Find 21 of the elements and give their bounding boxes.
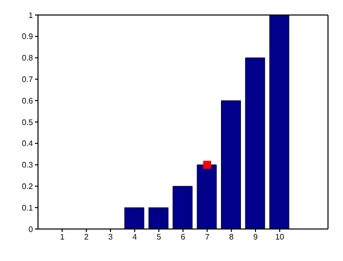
x-tick-label: 9	[253, 232, 258, 242]
x-tick-label: 3	[108, 232, 114, 242]
x-tick-label: 6	[180, 232, 186, 242]
x-tick-label: 2	[84, 232, 90, 242]
y-tick-label: 0.4	[22, 139, 34, 148]
y-tick-label: 0	[28, 224, 34, 234]
x-tick-label: 1	[60, 232, 65, 242]
x-tick-label: 4	[132, 232, 138, 242]
x-tick-label: 7	[204, 232, 210, 242]
y-tick-label: 0.1	[22, 203, 34, 212]
y-tick-label: 0.2	[22, 182, 34, 192]
y-tick-label: 0.6	[22, 96, 34, 106]
y-tick-label: 1	[28, 10, 34, 20]
y-tick-label: 0.7	[22, 75, 34, 84]
y-tick-label: 0.8	[22, 54, 34, 63]
y-tick-label: 0.5	[22, 118, 34, 127]
y-tick-label: 0.3	[22, 160, 34, 170]
x-tick-label: 5	[156, 232, 162, 242]
y-tick-label: 0.9	[22, 32, 34, 42]
x-tick-label: 8	[229, 232, 234, 242]
x-tick-label: 10	[275, 232, 285, 242]
